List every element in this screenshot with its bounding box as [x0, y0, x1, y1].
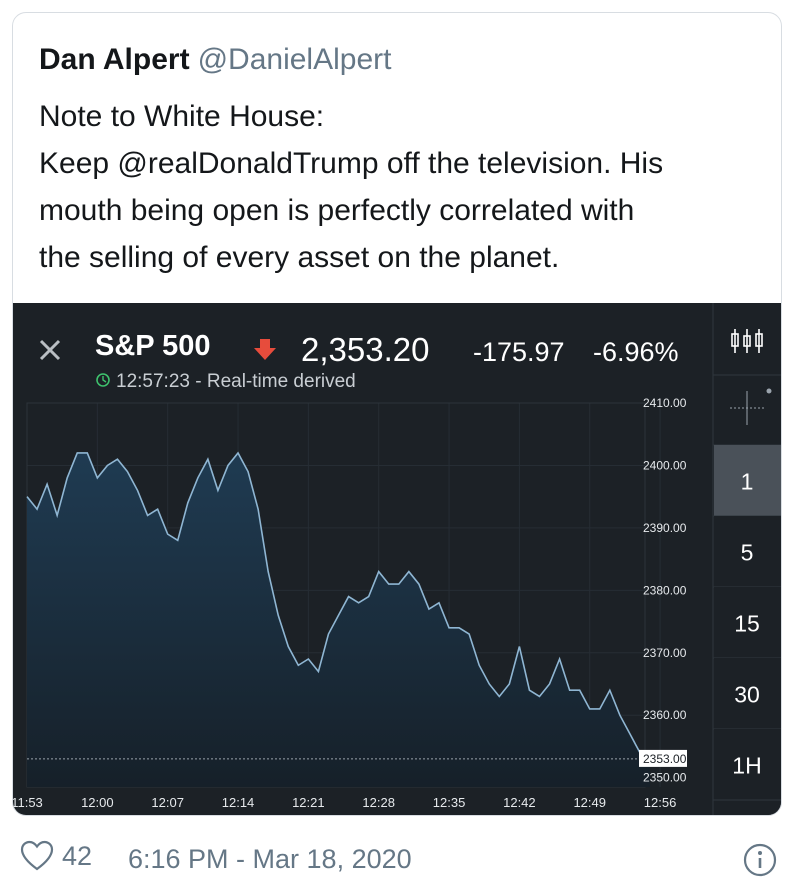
chart-image: 2410.00 2400.00 2390.00 2380.00 2370.00 2360.… [13, 303, 781, 815]
price-change: -175.97 [473, 337, 565, 367]
like-count: 42 [62, 840, 93, 871]
y-tick-label: 2350.00 [643, 771, 687, 785]
clock-icon [96, 373, 110, 387]
x-axis: 11:53 12:00 12:07 12:14 12:21 12:28 12:35 12:42… [13, 795, 676, 810]
x-tick-label: 11:53 [13, 795, 43, 810]
y-tick-label: 2360.00 [643, 708, 687, 722]
interval-button-1h[interactable]: 1H [713, 729, 781, 801]
heart-icon[interactable] [20, 840, 54, 872]
price-area [27, 452, 651, 787]
crosshair-icon[interactable] [730, 388, 772, 426]
interval-button-1[interactable]: 1 [713, 445, 781, 517]
info-button[interactable] [742, 842, 778, 885]
y-tick-label: 2380.00 [643, 583, 687, 597]
x-tick-label: 12:35 [433, 795, 466, 810]
tweet-card: Dan Alpert @DanielAlpert Note to White Ho… [12, 12, 782, 816]
interval-label: 30 [734, 682, 760, 708]
interval-label: 1H [732, 753, 761, 779]
interval-button-bg [714, 445, 781, 516]
info-icon[interactable] [742, 842, 778, 878]
price-marker-box [639, 749, 687, 767]
x-tick-label: 12:28 [362, 795, 395, 810]
interval-label: 5 [741, 540, 754, 566]
quote-source: Real-time derived [207, 371, 356, 392]
author-name[interactable]: Dan Alpert [39, 43, 190, 76]
tweet-text-line: mouth being open is perfectly correlated… [39, 194, 635, 227]
tweet-header: Dan Alpert @DanielAlpert [39, 43, 391, 77]
interval-button-bg [714, 658, 781, 729]
tweet-text-line: Note to White House: [39, 100, 325, 133]
y-tick-label: 2400.00 [643, 458, 687, 472]
down-arrow-icon [254, 339, 276, 360]
x-tick-label: 12:21 [292, 795, 325, 810]
symbol-label: S&P 500 [95, 330, 211, 362]
y-tick-label: 2390.00 [643, 521, 687, 535]
interval-label: 1 [741, 469, 754, 495]
tweet-text: Note to White House: Keep @realDonaldTru… [39, 93, 764, 281]
x-tick-label: 12:42 [503, 795, 536, 810]
quote-time-row: 12:57:23 - Real-time derived [116, 371, 356, 392]
close-icon[interactable] [39, 339, 61, 361]
interval-button-bg [714, 587, 781, 658]
tweet-timestamp[interactable]: 6:16 PM - Mar 18, 2020 [128, 844, 412, 874]
x-tick-label: 12:00 [81, 795, 114, 810]
x-tick-label: 12:07 [151, 795, 184, 810]
clock-hands [102, 376, 107, 383]
tweet-text-line: the selling of every asset on the planet… [39, 241, 560, 274]
price-line [26, 451, 651, 760]
interval-button-30[interactable]: 30 [713, 658, 781, 730]
price-change-pct: -6.96% [593, 337, 679, 367]
y-tick-label: 2370.00 [643, 646, 687, 660]
price-value: 2,353.20 [301, 331, 429, 368]
like-button[interactable]: 42 [20, 840, 92, 872]
author-handle[interactable]: @DanielAlpert [197, 43, 392, 76]
x-tick-label: 12:49 [573, 795, 606, 810]
x-tick-label: 12:14 [222, 795, 255, 810]
tweet-text-line: Keep @realDonaldTrump off the television… [39, 147, 664, 180]
y-tick-label: 2410.00 [643, 396, 687, 410]
candlestick-icon[interactable] [731, 329, 763, 353]
interval-button-bg [714, 729, 781, 800]
stock-chart: 2410.00 2400.00 2390.00 2380.00 2370.00 2360.… [13, 303, 781, 815]
interval-button-5[interactable]: 5 [713, 516, 781, 588]
time-separator: - [190, 371, 207, 392]
quote-time: 12:57:23 [116, 371, 190, 392]
x-tick-label: 12:56 [644, 795, 677, 810]
tweet-footer: 42 6:16 PM - Mar 18, 2020 [0, 840, 800, 880]
interval-button-bg [714, 516, 781, 587]
y-axis: 2410.00 2400.00 2390.00 2380.00 2370.00 2360.… [639, 396, 687, 785]
price-marker-label: 2353.00 [643, 752, 687, 766]
interval-button-15[interactable]: 15 [713, 587, 781, 659]
interval-label: 15 [734, 611, 760, 637]
